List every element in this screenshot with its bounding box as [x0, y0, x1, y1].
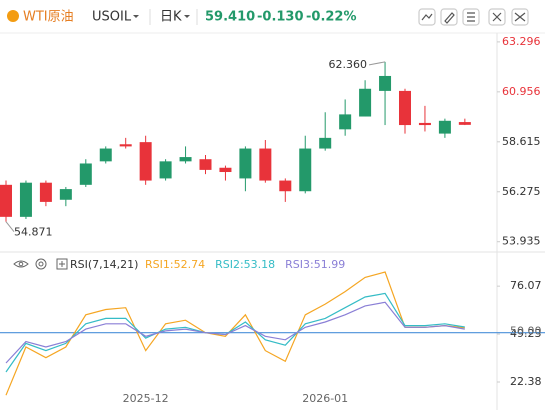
candle-body [359, 88, 372, 117]
y-tick-label: 56.275 [502, 185, 541, 198]
candle-body [418, 122, 431, 126]
y-tick-label: 49.23 [510, 327, 542, 340]
legend-entry: RSI2:53.18 [215, 258, 275, 271]
x-tick-label: 2025-12 [123, 392, 169, 405]
candle-body [39, 182, 52, 202]
settings-button[interactable] [462, 8, 480, 26]
y-tick-label: 76.07 [510, 279, 542, 292]
symbol-icon [7, 10, 19, 22]
collapse-icon[interactable] [56, 258, 68, 270]
candle-body [458, 122, 471, 125]
y-tick-label: 58.615 [502, 135, 541, 148]
rsi-line [5, 271, 465, 396]
candle-body [19, 182, 32, 217]
legend-entry: RSI3:51.99 [285, 258, 345, 271]
candle-body [279, 180, 292, 192]
price-change-pct: -0.22% [306, 10, 357, 25]
y-tick-label: 53.935 [502, 235, 541, 248]
candle-body [139, 142, 152, 181]
rsi-line [5, 292, 465, 373]
rsi-line [5, 301, 465, 364]
fullscreen-button[interactable] [488, 8, 506, 26]
min-pointer [5, 221, 15, 233]
candle-body [438, 120, 451, 134]
toolbar [418, 8, 529, 26]
candle-body [339, 114, 352, 130]
symbol[interactable]: USOIL [92, 10, 132, 25]
y-tick-label: 63.296 [502, 35, 541, 48]
visibility-icon[interactable] [13, 260, 29, 268]
visibility-icon-pupil [18, 261, 24, 267]
candle-body [79, 163, 92, 185]
candle-body [59, 189, 72, 200]
indicator-button[interactable] [418, 8, 436, 26]
candle-body [119, 144, 132, 147]
candle-body [199, 159, 212, 170]
min-label: 54.871 [14, 226, 53, 239]
indicator-controls [13, 258, 68, 270]
y-tick-label: 22.38 [510, 375, 542, 388]
candle-body [319, 137, 332, 149]
indicator-icon [421, 13, 433, 21]
y-tick-label: 60.956 [502, 85, 541, 98]
settings-icon[interactable] [35, 258, 47, 270]
dropdown-icon[interactable] [184, 15, 190, 18]
settings-icon [467, 12, 475, 22]
candle-body [159, 161, 172, 179]
expand-button[interactable] [511, 8, 529, 26]
period[interactable]: 日K [160, 10, 182, 25]
max-pointer [368, 61, 386, 66]
candle-body [259, 148, 272, 181]
candle-body [239, 148, 252, 179]
candle-body [179, 157, 192, 162]
settings-icon-center [38, 261, 44, 267]
dropdown-icon[interactable] [133, 15, 139, 18]
candle-body [299, 148, 312, 192]
candle-body [399, 90, 411, 126]
collapse-icon-plus [59, 261, 65, 267]
instrument-name: WTI原油 [23, 10, 74, 25]
max-label: 62.360 [329, 58, 368, 71]
candle-body [99, 148, 112, 162]
candle-body [219, 167, 232, 173]
price-change: -0.130 [257, 10, 304, 25]
candle-body [0, 184, 12, 217]
draw-button[interactable] [440, 8, 458, 26]
reference-label: 50.00 [510, 325, 542, 338]
draw-icon [444, 12, 455, 24]
indicator-title: RSI(7,14,21) [70, 258, 138, 271]
candle-body [379, 75, 392, 91]
fullscreen-icon [492, 12, 502, 22]
x-tick-label: 2026-01 [302, 392, 348, 405]
last-price: 59.410 [205, 10, 255, 25]
expand-icon [514, 12, 526, 22]
legend-entry: RSI1:52.74 [145, 258, 205, 271]
